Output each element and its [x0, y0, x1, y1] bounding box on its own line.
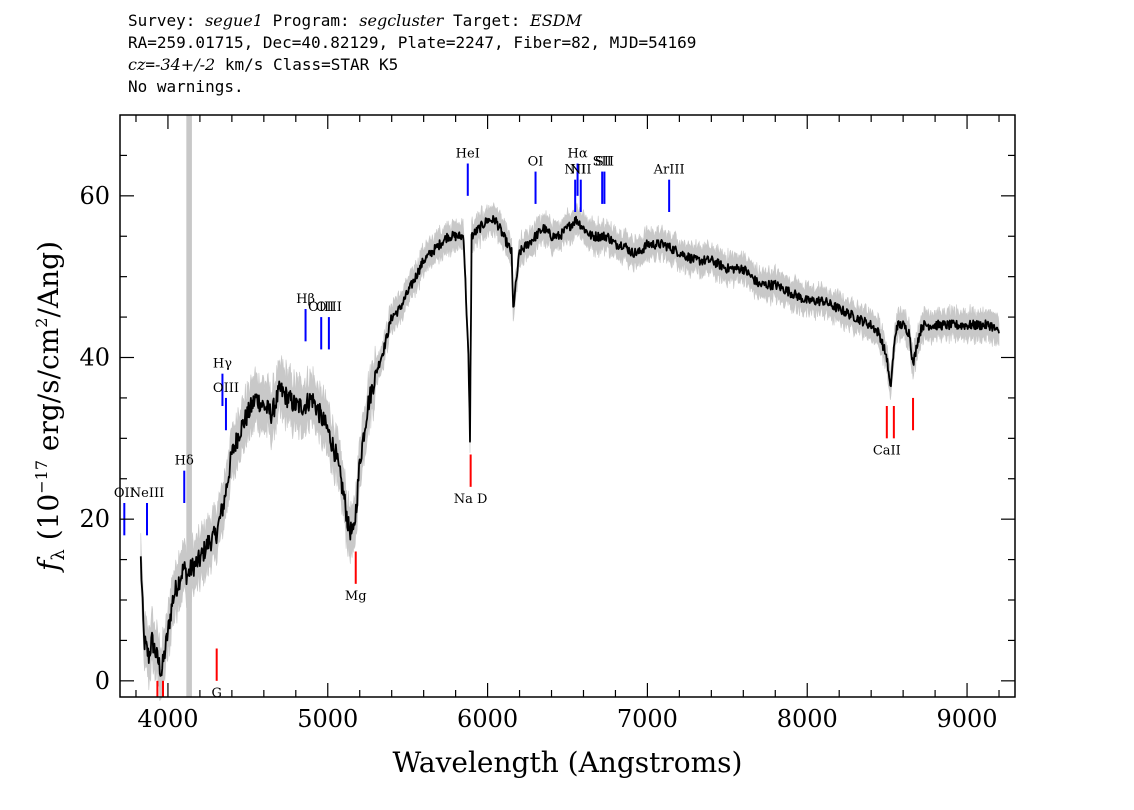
y-tick-label: 60 — [79, 182, 110, 210]
absorption-line-label: Na D — [454, 492, 488, 507]
flux-error-band — [140, 202, 1000, 701]
absorption-line-label: G — [211, 686, 221, 701]
emission-line-label: SII — [595, 155, 614, 170]
masked-band — [186, 115, 192, 697]
emission-line-label: OIII — [213, 381, 239, 396]
header-line-coordinates: RA=259.01715, Dec=40.82129, Plate=2247, … — [128, 33, 697, 52]
emission-line-label: Hδ — [175, 454, 194, 469]
y-tick-label: 40 — [79, 344, 110, 372]
x-tick-label: 9000 — [937, 705, 998, 733]
emission-line-label: HeI — [456, 147, 480, 162]
class-info: km/s Class=STAR K5 — [215, 55, 399, 74]
absorption-line-label: Mg — [345, 589, 367, 604]
emission-line-label: ArIII — [653, 163, 685, 178]
emission-line-label: Hα — [568, 147, 588, 162]
error-band-layer — [140, 202, 1000, 701]
y-axis-label: fλ (10−17 erg/s/cm2/Ang) — [32, 241, 69, 573]
x-tick-label: 6000 — [457, 705, 518, 733]
plot-frame-layer — [119, 114, 1016, 698]
spectrum-header: Survey: segue1 Program: segcluster Targe… — [128, 10, 696, 98]
y-label-part: /Ang) — [32, 241, 65, 318]
y-tick-label: 20 — [79, 505, 110, 533]
y-label-part: (10 — [32, 494, 65, 549]
emission-line-label: NII — [564, 163, 586, 178]
program-label: Program: — [262, 11, 360, 30]
tick-labels-layer: 4000 5000 6000 7000 8000 9000 0 20 40 60 — [79, 115, 1015, 733]
y-tick-label: 0 — [95, 667, 110, 695]
header-line-survey: Survey: segue1 Program: segcluster Targe… — [128, 10, 696, 32]
cz-label: cz — [128, 55, 146, 74]
emission-line-label: OI — [528, 155, 544, 170]
emission-line-label: NeIII — [130, 486, 164, 501]
masked-band-layer — [186, 115, 192, 697]
cz-value: -34+/-2 — [155, 55, 216, 74]
plot-frame — [119, 114, 1016, 698]
program-value: segcluster — [359, 11, 444, 30]
spectral-lines-layer: OIINeIIIHδHγOIIIHβOIIIOIIIHeIOINIIHαNIIS… — [114, 147, 915, 701]
emission-line-label: OIII — [316, 300, 342, 315]
emission-line-label: OII — [114, 486, 135, 501]
y-label-part: 2 — [32, 318, 51, 328]
emission-line-label: NII — [570, 163, 592, 178]
flux-line — [139, 215, 1000, 677]
header-line-redshift: cz=-34+/-2 km/s Class=STAR K5 — [128, 54, 696, 76]
survey-value: segue1 — [205, 11, 263, 30]
x-tick-label: 8000 — [777, 705, 838, 733]
x-tick-label: 4000 — [137, 705, 198, 733]
emission-line-label: Hβ — [296, 292, 315, 307]
flux-series-layer — [139, 215, 1000, 677]
target-label: Target: — [443, 11, 531, 30]
header-line-warnings: No warnings. — [128, 77, 244, 96]
absorption-line-label: CaII — [873, 443, 901, 458]
cz-equals: = — [145, 55, 156, 74]
emission-line-label: OIII — [308, 300, 334, 315]
target-value: ESDM — [530, 11, 582, 30]
x-tick-label: 5000 — [297, 705, 358, 733]
y-label-part: λ — [48, 549, 69, 560]
y-label-part: erg/s/cm — [32, 328, 65, 460]
y-label-part: −17 — [32, 460, 51, 494]
emission-line-label: SII — [593, 155, 612, 170]
emission-line-label: Hγ — [213, 357, 232, 372]
x-tick-label: 7000 — [617, 705, 678, 733]
survey-label: Survey: — [128, 11, 206, 30]
x-axis-label: Wavelength (Angstroms) — [393, 746, 743, 779]
